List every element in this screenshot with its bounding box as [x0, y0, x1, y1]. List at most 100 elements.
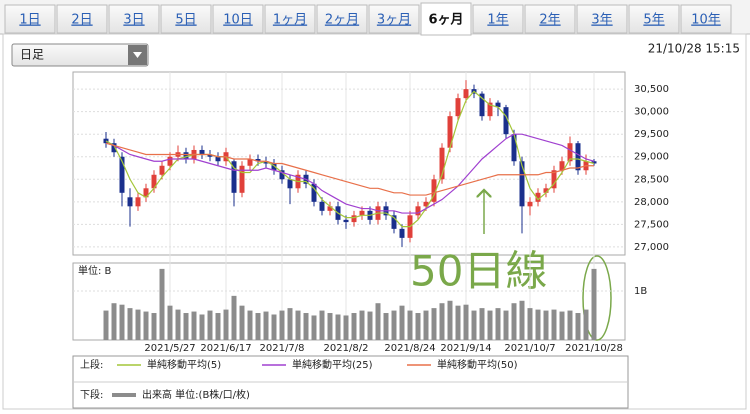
tab[interactable] — [264, 4, 316, 34]
tab-label[interactable]: 2ヶ月 — [325, 13, 359, 28]
volume-bar — [143, 311, 149, 340]
tab[interactable] — [368, 4, 420, 34]
tab-label[interactable]: 2年 — [539, 13, 560, 28]
candle-body — [183, 152, 189, 159]
tab-label[interactable]: 1ヶ月 — [273, 13, 307, 28]
volume-bar — [263, 311, 269, 340]
tab-label[interactable]: 3ヶ月 — [377, 13, 411, 28]
tab[interactable] — [4, 4, 56, 34]
x-tick-label: 2021/6/17 — [200, 343, 251, 354]
tab-label[interactable]: 10日 — [223, 13, 253, 28]
volume-bar — [231, 295, 237, 340]
volume-bar — [159, 268, 165, 340]
ma-line — [105, 142, 594, 196]
volume-bar — [191, 311, 197, 340]
y-tick-label: 27,500 — [634, 219, 669, 230]
tab-label[interactable]: 6ヶ月 — [428, 13, 463, 28]
volume-bar — [239, 305, 245, 340]
legend-label: 単純移動平均(50) — [437, 358, 518, 371]
volume-bar — [519, 300, 525, 340]
tab[interactable] — [524, 4, 576, 34]
candle-body — [199, 149, 205, 155]
interval-dropdown[interactable]: 日足 — [11, 43, 149, 67]
tab-label[interactable]: 10年 — [691, 13, 721, 28]
volume-bar — [367, 311, 373, 340]
candle-body — [263, 161, 269, 164]
volume-bar — [503, 310, 509, 340]
tab[interactable] — [160, 4, 212, 34]
volume-bar — [567, 310, 573, 340]
volume-bar — [431, 308, 437, 340]
tab[interactable] — [108, 4, 160, 34]
legend-label: 単純移動平均(25) — [292, 358, 373, 371]
tab[interactable] — [420, 2, 472, 36]
candle-body — [311, 183, 317, 202]
tab-label[interactable]: 1年 — [487, 13, 508, 28]
tab[interactable] — [576, 4, 628, 34]
candle-body — [343, 219, 349, 223]
dropdown-arrow — [133, 52, 142, 58]
candle-body — [431, 179, 437, 202]
tab[interactable] — [212, 4, 264, 34]
tab[interactable] — [472, 4, 524, 34]
tab[interactable] — [628, 4, 680, 34]
y-tick-label: 29,500 — [634, 129, 669, 140]
x-tick-label: 2021/7/8 — [260, 343, 305, 354]
candle-body — [519, 161, 525, 207]
candle-body — [463, 89, 469, 99]
volume-bar — [383, 313, 389, 340]
candle-body — [239, 165, 245, 193]
volume-bar — [463, 304, 469, 340]
volume-bar — [183, 313, 189, 340]
y-tick-label: 30,500 — [634, 84, 669, 95]
candle-body — [247, 158, 253, 166]
x-tick-label: 2021/10/7 — [504, 343, 555, 354]
candle-body — [279, 170, 285, 180]
candle-body — [551, 170, 557, 189]
volume-bar — [215, 313, 221, 340]
y-tick-label: 28,000 — [634, 197, 669, 208]
volume-bar — [551, 309, 557, 340]
volume-bar — [327, 313, 333, 340]
volume-bar — [591, 268, 597, 340]
candle-body — [399, 228, 405, 238]
candle-body — [127, 197, 133, 207]
tab[interactable] — [56, 4, 108, 34]
tab-label[interactable]: 5日 — [175, 13, 196, 28]
candle-body — [255, 158, 261, 162]
candle-body — [111, 143, 117, 153]
ma-line — [105, 133, 595, 214]
x-tick-label: 2021/8/24 — [384, 343, 435, 354]
volume-bar — [295, 310, 301, 340]
volume-bar — [559, 311, 565, 340]
candle-body — [591, 161, 597, 164]
tab-label[interactable]: 1日 — [19, 13, 40, 28]
candle-body — [503, 107, 509, 135]
volume-bar — [543, 310, 549, 340]
y-tick-label: 29,000 — [634, 152, 669, 163]
volume-bar — [527, 308, 533, 340]
candle-body — [527, 201, 533, 207]
tab-label[interactable]: 3日 — [123, 13, 144, 28]
volume-bar — [471, 310, 477, 340]
candle-body — [487, 102, 493, 117]
dropdown-box[interactable] — [11, 43, 149, 67]
tab[interactable] — [316, 4, 368, 34]
volume-bar — [287, 308, 293, 340]
legend-label: 出来高 単位:(B株/口/枚) — [142, 388, 250, 401]
volume-bar — [199, 314, 205, 340]
candle-body — [359, 210, 365, 216]
volume-bar — [375, 303, 381, 340]
candle-body — [351, 215, 357, 223]
volume-bar — [303, 313, 309, 340]
volume-bar — [495, 308, 501, 340]
candle-body — [143, 188, 149, 198]
tab-label[interactable]: 5年 — [643, 13, 664, 28]
volume-bar — [423, 310, 429, 340]
tab-label[interactable]: 2日 — [71, 13, 92, 28]
volume-bar — [415, 313, 421, 340]
volume-bar — [391, 310, 397, 340]
tab[interactable] — [680, 4, 732, 34]
candle-body — [287, 179, 293, 189]
tab-label[interactable]: 3年 — [591, 13, 612, 28]
